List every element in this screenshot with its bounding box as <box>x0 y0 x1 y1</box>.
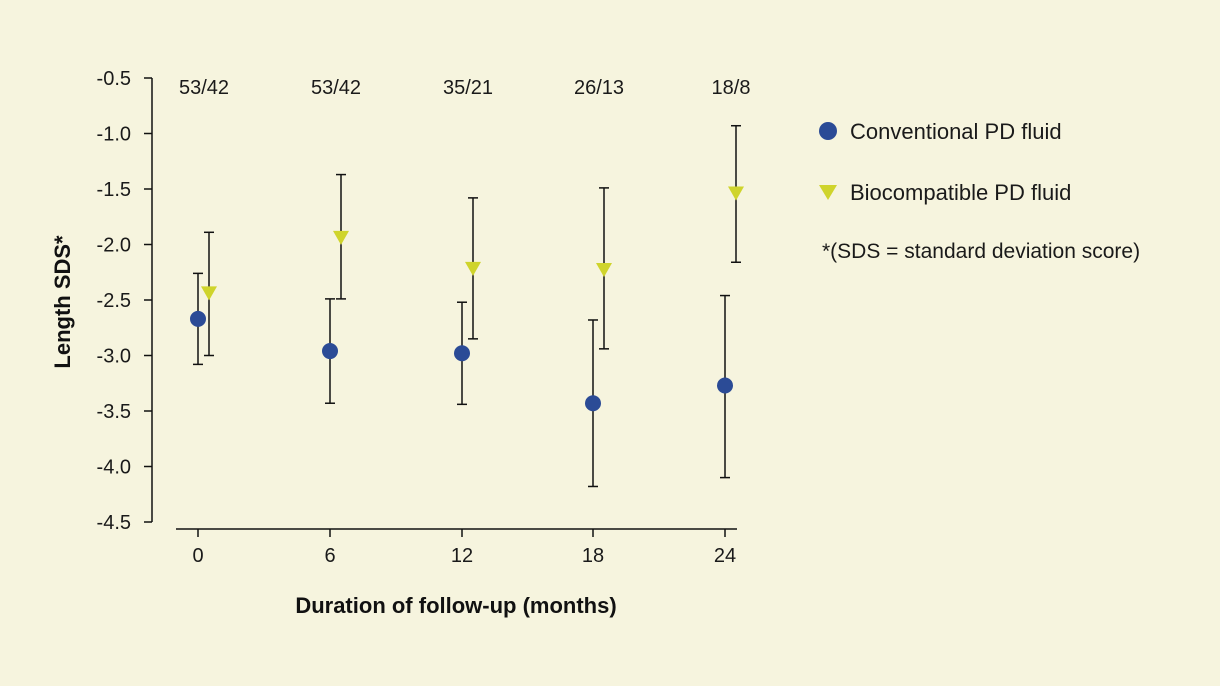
legend: Conventional PD fluid Biocompatible PD fl… <box>819 119 1071 205</box>
data-point <box>596 263 612 278</box>
legend-note: *(SDS = standard deviation score) <box>822 240 1140 263</box>
y-tick-label: -2.0 <box>97 235 131 257</box>
data-point <box>190 310 206 327</box>
y-tick-label: -3.0 <box>97 346 131 368</box>
y-tick-label: -0.5 <box>97 68 131 90</box>
series-conventional <box>190 272 733 488</box>
y-axis-title: Length SDS* <box>50 235 75 369</box>
data-point <box>728 186 744 201</box>
series-biocompatible <box>201 124 744 357</box>
x-tick-label: 6 <box>324 545 335 567</box>
y-tick-label: -4.5 <box>97 512 131 534</box>
x-tick-label: 24 <box>714 545 736 567</box>
legend-label: Biocompatible PD fluid <box>850 180 1071 205</box>
count-label: 53/42 <box>311 77 361 99</box>
data-point <box>465 261 481 276</box>
data-point <box>201 286 217 301</box>
data-point <box>322 343 338 360</box>
y-tick-label: -3.5 <box>97 401 131 423</box>
x-axis-title: Duration of follow-up (months) <box>295 593 616 618</box>
data-point <box>333 230 349 245</box>
count-label: 18/8 <box>712 77 751 99</box>
x-axis: 0 6 12 18 24 <box>176 528 737 567</box>
y-axis: -0.5 -1.0 -1.5 -2.0 -2.5 -3.0 -3.5 -4.0 -4.5 <box>97 68 153 534</box>
count-label: 26/13 <box>574 77 624 99</box>
data-point <box>454 345 470 362</box>
legend-triangle-marker <box>819 185 837 200</box>
x-tick-label: 0 <box>192 545 203 567</box>
data-point <box>585 395 601 412</box>
count-label: 53/42 <box>179 77 229 99</box>
sample-counts: 53/42 53/42 35/21 26/13 18/8 <box>179 77 751 99</box>
y-tick-label: -1.0 <box>97 124 131 146</box>
legend-label: Conventional PD fluid <box>850 119 1062 144</box>
x-tick-label: 18 <box>582 545 604 567</box>
y-tick-label: -1.5 <box>97 179 131 201</box>
y-tick-label: -2.5 <box>97 290 131 312</box>
legend-circle-marker <box>819 122 837 140</box>
data-point <box>717 377 733 394</box>
series <box>190 124 744 488</box>
y-tick-label: -4.0 <box>97 457 131 479</box>
x-tick-label: 12 <box>451 545 473 567</box>
count-label: 35/21 <box>443 77 493 99</box>
